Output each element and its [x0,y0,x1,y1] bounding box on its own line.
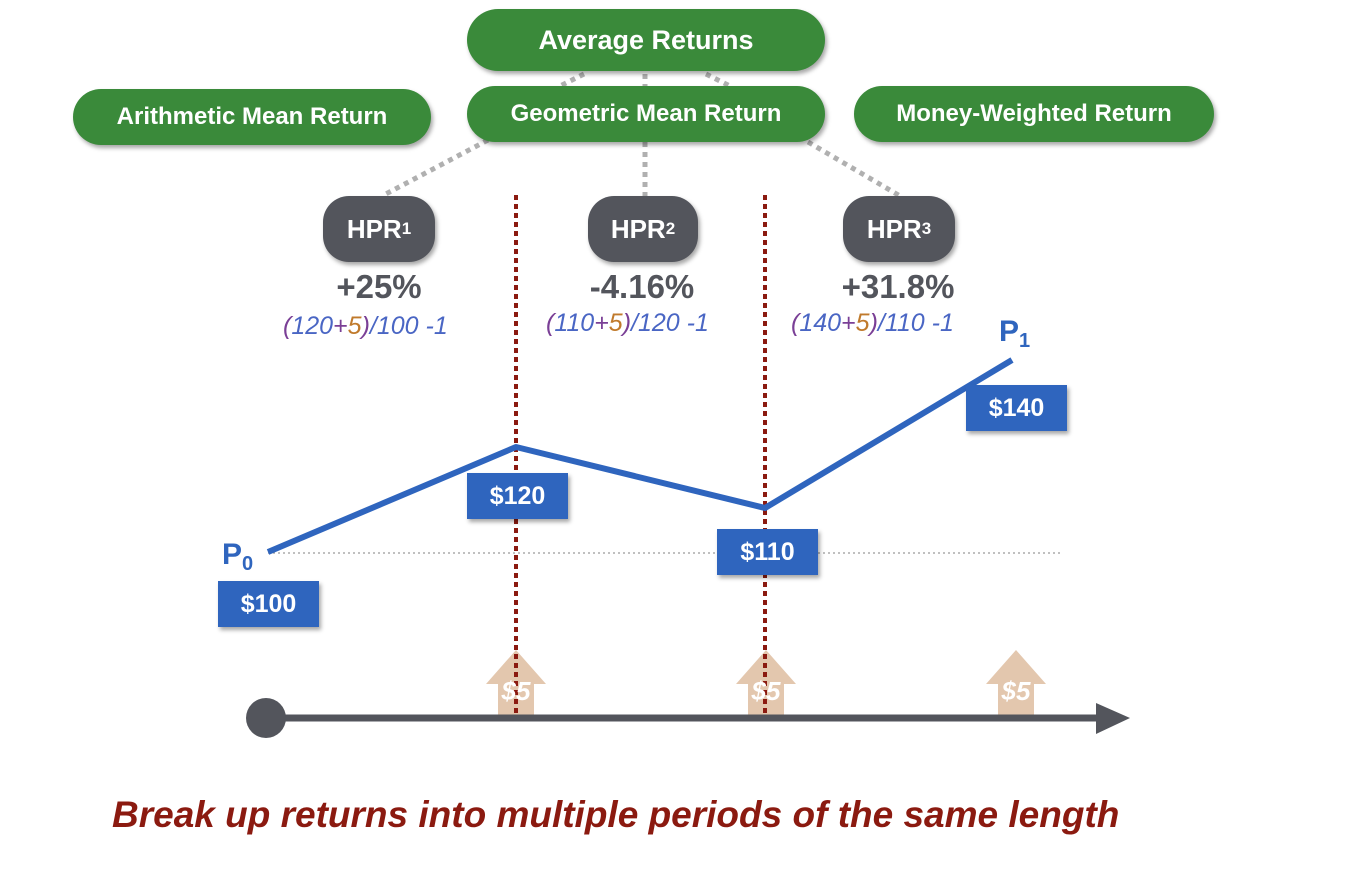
hpr3-formula-tail: -1 [924,309,954,337]
hpr3-subscript: 3 [921,219,932,238]
hpr1-formula-tail: -1 [418,312,448,340]
hpr3-label: HPR [866,213,922,244]
price-box-140: $140 [966,385,1067,431]
dividend-label-3: $5 [1001,676,1031,706]
hpr2-box: HPR 2 [588,196,698,262]
connector-avg-right [704,71,732,89]
dividend-label-1: $5 [501,676,531,706]
caption: Break up returns into multiple periods o… [112,794,1120,835]
average-returns-pill: Average Returns [467,9,825,71]
hpr2-label: HPR [610,213,666,244]
hpr1-formula-start: 100 [376,312,419,340]
hpr2-formula-tail: -1 [679,309,709,337]
price-box-110: $110 [717,529,818,575]
price-box-120: $120 [467,473,568,519]
p1-base: P [999,315,1020,348]
p1-label: P1 [999,315,1030,353]
hpr3-percent: +31.8% [841,268,955,305]
connector-hpr1 [380,137,490,199]
geometric-mean-label: Geometric Mean Return [510,100,782,127]
hpr3-formula-start: 110 [884,309,925,337]
hpr1-formula-dividend: 5 [347,312,362,340]
connector-avg-left [558,71,586,89]
period-separators [514,195,767,718]
price-path-line [266,357,1014,555]
geometric-mean-pill: Geometric Mean Return [467,86,825,142]
hpr1-formula: (120+5)/100 -1 [283,312,448,340]
average-returns-label: Average Returns [538,24,754,55]
hpr1-box: HPR 1 [323,196,435,262]
money-weighted-pill: Money-Weighted Return [854,86,1214,142]
money-weighted-label: Money-Weighted Return [896,100,1172,127]
hpr2-percent: -4.16% [589,268,695,305]
hpr1-label: HPR [346,213,402,244]
hpr3-box: HPR 3 [843,196,955,262]
hpr1-formula-end: 120 [291,312,334,340]
dividend-arrow-3 [986,650,1046,718]
hpr2-subscript: 2 [665,219,676,238]
hpr3-formula-dividend: 5 [855,309,870,337]
price-box-100: $100 [218,581,319,627]
dividend-label-2: $5 [751,676,781,706]
hpr2-formula-dividend: 5 [608,309,623,337]
hpr3-formula-end: 140 [799,309,842,337]
connector-lines [380,71,902,199]
p0-label: P0 [222,538,253,576]
hpr3-formula: (140+5)/110 -1 [791,309,954,337]
connector-hpr3 [806,139,902,199]
hpr1-subscript: 1 [401,219,412,238]
p0-subscript: 0 [242,553,254,575]
arithmetic-mean-label: Arithmetic Mean Return [116,103,388,130]
p0-base: P [222,538,243,571]
arithmetic-mean-pill: Arithmetic Mean Return [73,89,431,145]
timeline-arrowhead [1096,703,1130,734]
p1-subscript: 1 [1019,330,1031,352]
hpr2-formula: (110+5)/120 -1 [546,309,709,337]
hpr2-formula-start: 120 [637,309,680,337]
hpr2-formula-end: 110 [554,309,595,337]
timeline-start-dot [246,698,286,738]
hpr1-percent: +25% [336,268,422,305]
